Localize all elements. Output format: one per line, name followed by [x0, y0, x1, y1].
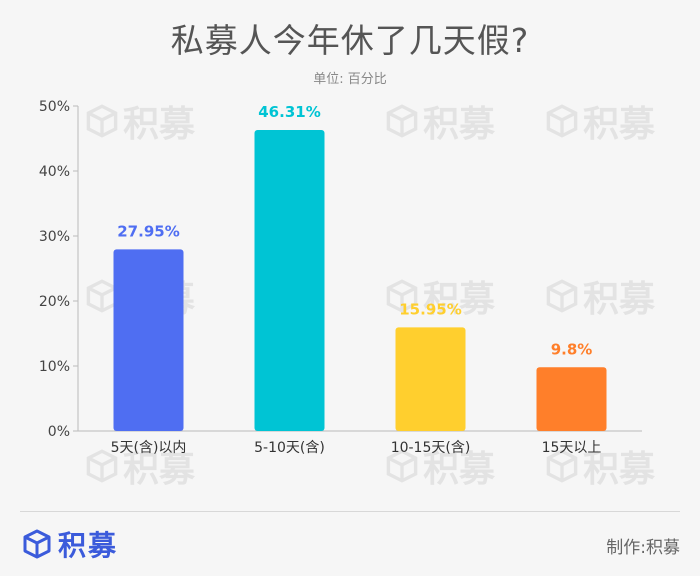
- watermark: 积募: [85, 95, 195, 147]
- data-label: 27.95%: [117, 222, 179, 240]
- bar: [536, 367, 607, 431]
- watermark: 积募: [385, 270, 495, 322]
- data-label: 15.95%: [399, 300, 461, 318]
- watermark: 积募: [545, 95, 655, 147]
- watermark: 积募: [85, 440, 195, 492]
- footer-divider: [20, 511, 680, 512]
- x-tick-label: 5天(含)以内: [111, 440, 187, 456]
- x-tick-label: 5-10天(含): [254, 440, 325, 456]
- y-tick-label: 30%: [39, 229, 70, 245]
- x-tick-label: 10-15天(含): [391, 440, 471, 456]
- y-tick-label: 20%: [39, 294, 70, 310]
- brand-name: 积募: [58, 529, 119, 562]
- watermark: 积募: [385, 95, 495, 147]
- cube-logo-icon: [23, 529, 51, 559]
- bar: [113, 249, 184, 431]
- y-tick-label: 50%: [39, 99, 70, 115]
- footer-logo: 积募: [22, 524, 118, 564]
- data-label: 46.31%: [258, 103, 320, 121]
- chart-title: 私募人今年休了几天假?: [170, 21, 530, 60]
- credit-text: 制作:积募: [606, 538, 680, 558]
- unit-label: 单位: 百分比: [313, 72, 387, 87]
- bar: [395, 327, 466, 431]
- bar: [254, 129, 325, 432]
- data-label: 9.8%: [551, 340, 593, 358]
- y-tick-label: 0%: [48, 424, 70, 440]
- y-tick-label: 10%: [39, 359, 70, 375]
- watermark: 积募: [545, 270, 655, 322]
- x-tick-label: 15天以上: [542, 440, 602, 456]
- watermark: 积募: [385, 440, 495, 492]
- bar-chart: 0% 10% 20% 30% 40% 50% 27.95% 5天(含)以内 46.31% 5-10…: [39, 99, 642, 456]
- watermark: 积募: [545, 440, 655, 492]
- y-tick-label: 40%: [39, 164, 70, 180]
